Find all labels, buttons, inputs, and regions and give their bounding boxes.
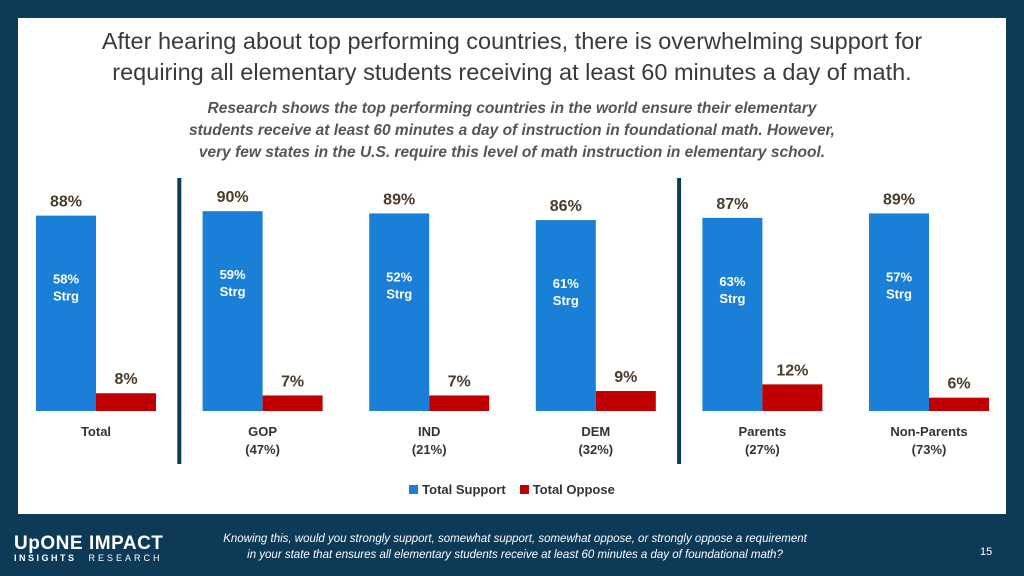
category-label-total: Total xyxy=(81,424,111,439)
logo-insights: INSIGHTS xyxy=(14,553,77,563)
inner-label-strong-text-gop: Strg xyxy=(220,284,246,299)
data-label-oppose-total: 8% xyxy=(114,371,137,388)
category-sublabel-dem: (32%) xyxy=(578,442,613,457)
bar-oppose-parents xyxy=(762,384,823,411)
category-sublabel-ind: (21%) xyxy=(412,442,447,457)
bar-support-gop xyxy=(202,211,263,411)
category-label-parents: Parents xyxy=(739,424,787,439)
legend-swatch-oppose xyxy=(519,485,529,494)
category-label-gop: GOP xyxy=(248,424,277,439)
bar-support-parents xyxy=(702,217,763,411)
category-label-ind: IND xyxy=(418,424,440,439)
inner-label-strong-text-parents: Strg xyxy=(719,291,745,306)
slide: After hearing about top performing count… xyxy=(18,18,1006,514)
chart-legend: Total Support Total Oppose xyxy=(18,482,1006,497)
category-label-dem: DEM xyxy=(581,424,610,439)
bar-oppose-dem xyxy=(595,391,656,411)
data-label-support-gop: 90% xyxy=(217,189,249,206)
inner-label-strong-text-dem: Strg xyxy=(553,293,579,308)
data-label-support-total: 88% xyxy=(50,194,82,211)
bar-chart: 88% 8% 58% Strg Total 90% 7% 59% Strg GOP (47%) 89%… xyxy=(36,178,989,464)
subtitle-line-2: students receive at least 60 minutes a d… xyxy=(189,122,835,139)
data-label-oppose-dem: 9% xyxy=(614,369,637,386)
inner-label-strong-pct-gop: 59% xyxy=(220,267,246,282)
bar-oppose-total xyxy=(96,393,156,411)
bar-support-total xyxy=(36,215,96,411)
data-label-support-parents: 87% xyxy=(716,196,748,213)
bar-oppose-gop xyxy=(262,395,323,411)
bar-oppose-non-parents xyxy=(929,397,989,411)
category-label-non-parents: Non-Parents xyxy=(890,424,967,439)
data-label-support-dem: 86% xyxy=(550,198,582,215)
bar-oppose-ind xyxy=(429,395,490,411)
title-line-2: requiring all elementary students receiv… xyxy=(112,59,912,85)
company-logo: UpONE IMPACT INSIGHTS RESEARCH xyxy=(14,534,163,564)
legend-label-support: Total Support xyxy=(422,482,506,497)
question-footnote: Knowing this, would you strongly support… xyxy=(170,531,860,563)
legend-item-support: Total Support xyxy=(409,482,506,497)
bar-support-dem xyxy=(535,220,596,411)
logo-research: RESEARCH xyxy=(88,553,163,563)
inner-label-strong-pct-parents: 63% xyxy=(719,274,745,289)
slide-title: After hearing about top performing count… xyxy=(18,26,1006,88)
logo-impact: IMPACT xyxy=(89,533,164,554)
subtitle-line-1: Research shows the top performing countr… xyxy=(207,100,817,117)
category-sublabel-parents: (27%) xyxy=(745,442,780,457)
title-line-1: After hearing about top performing count… xyxy=(101,28,923,54)
bar-support-non-parents xyxy=(869,213,929,411)
inner-label-strong-pct-non-parents: 57% xyxy=(886,269,912,284)
inner-label-strong-text-total: Strg xyxy=(53,289,79,304)
legend-item-oppose: Total Oppose xyxy=(519,482,615,497)
inner-label-strong-text-non-parents: Strg xyxy=(886,286,912,301)
slide-subtitle: Research shows the top performing countr… xyxy=(18,98,1006,164)
subtitle-line-3: very few states in the U.S. require this… xyxy=(198,144,826,161)
inner-label-strong-pct-dem: 61% xyxy=(553,276,579,291)
data-label-support-non-parents: 89% xyxy=(883,191,915,208)
inner-label-strong-text-ind: Strg xyxy=(386,286,412,301)
category-sublabel-non-parents: (73%) xyxy=(912,442,947,457)
page-number: 15 xyxy=(980,546,993,558)
logo-upone: UpONE xyxy=(14,533,83,554)
footnote-line-2: in your state that ensures all elementar… xyxy=(247,549,783,561)
footnote-line-1: Knowing this, would you strongly support… xyxy=(223,533,807,545)
inner-label-strong-pct-total: 58% xyxy=(53,272,79,287)
legend-swatch-support xyxy=(409,485,419,494)
category-sublabel-gop: (47%) xyxy=(245,442,280,457)
data-label-oppose-gop: 7% xyxy=(281,373,304,390)
data-label-support-ind: 89% xyxy=(383,191,415,208)
legend-label-oppose: Total Oppose xyxy=(532,482,615,497)
data-label-oppose-parents: 12% xyxy=(776,362,808,379)
bar-support-ind xyxy=(369,213,430,411)
data-label-oppose-ind: 7% xyxy=(448,373,471,390)
data-label-oppose-non-parents: 6% xyxy=(947,376,970,393)
inner-label-strong-pct-ind: 52% xyxy=(386,269,412,284)
